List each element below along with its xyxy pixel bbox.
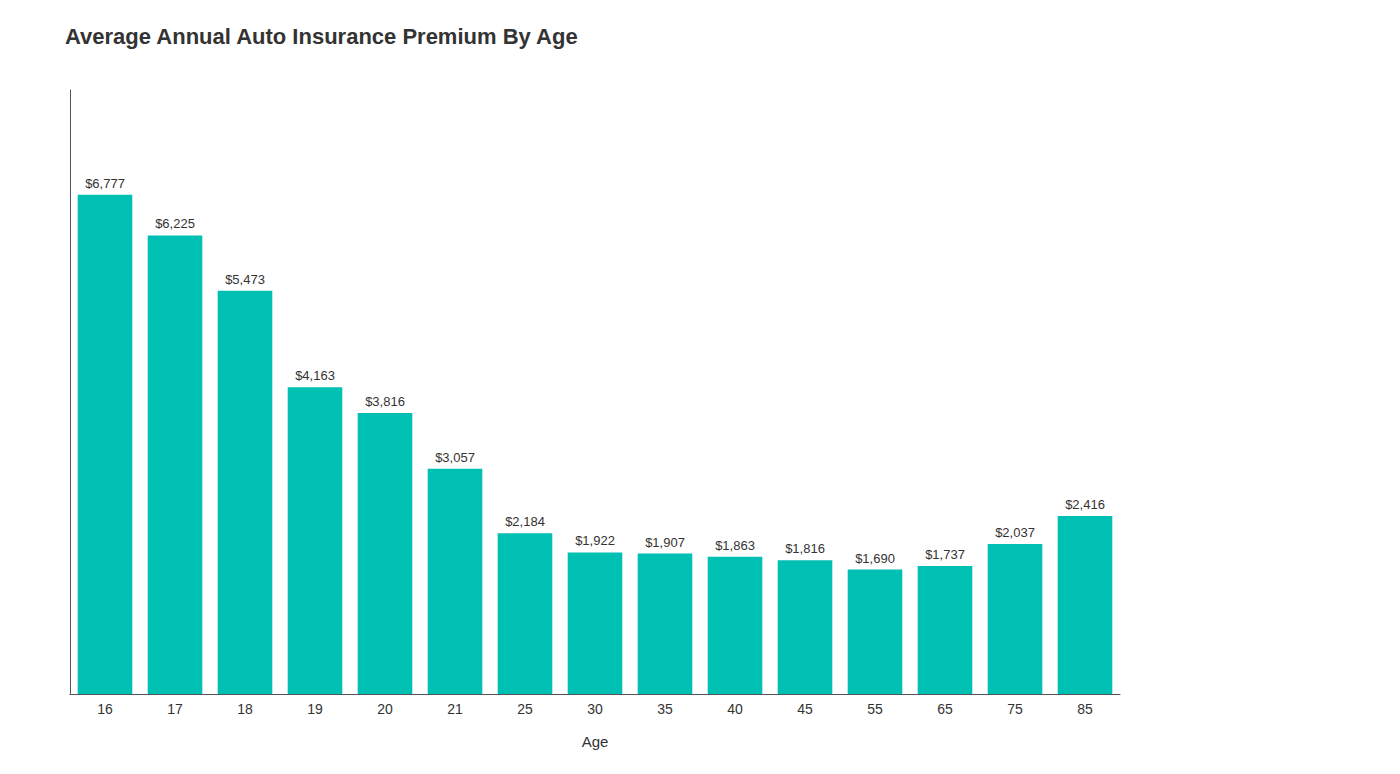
svg-text:$1,922: $1,922 xyxy=(575,533,615,548)
svg-text:$4,163: $4,163 xyxy=(295,368,335,383)
svg-text:75: 75 xyxy=(1007,701,1023,717)
svg-text:65: 65 xyxy=(937,701,953,717)
svg-text:$2,184: $2,184 xyxy=(505,514,545,529)
svg-text:21: 21 xyxy=(447,701,463,717)
svg-text:$3,816: $3,816 xyxy=(365,394,405,409)
svg-text:40: 40 xyxy=(727,701,743,717)
svg-text:Average Annual Auto Insurance: Average Annual Auto Insurance Premium By… xyxy=(65,24,578,49)
svg-text:$6,777: $6,777 xyxy=(85,176,125,191)
svg-text:$2,037: $2,037 xyxy=(995,525,1035,540)
svg-text:19: 19 xyxy=(307,701,323,717)
svg-text:55: 55 xyxy=(867,701,883,717)
svg-text:$1,907: $1,907 xyxy=(645,535,685,550)
svg-text:18: 18 xyxy=(237,701,253,717)
svg-text:Age: Age xyxy=(582,733,609,750)
svg-text:20: 20 xyxy=(377,701,393,717)
svg-text:$1,737: $1,737 xyxy=(925,547,965,562)
svg-text:35: 35 xyxy=(657,701,673,717)
svg-text:16: 16 xyxy=(97,701,113,717)
svg-text:$2,416: $2,416 xyxy=(1065,497,1105,512)
svg-text:$5,473: $5,473 xyxy=(225,272,265,287)
svg-text:$1,816: $1,816 xyxy=(785,541,825,556)
svg-text:30: 30 xyxy=(587,701,603,717)
svg-text:45: 45 xyxy=(797,701,813,717)
svg-text:25: 25 xyxy=(517,701,533,717)
svg-text:$1,863: $1,863 xyxy=(715,538,755,553)
svg-text:$6,225: $6,225 xyxy=(155,216,195,231)
svg-text:$3,057: $3,057 xyxy=(435,450,475,465)
svg-text:$1,690: $1,690 xyxy=(855,551,895,566)
svg-text:85: 85 xyxy=(1077,701,1093,717)
svg-text:17: 17 xyxy=(167,701,183,717)
